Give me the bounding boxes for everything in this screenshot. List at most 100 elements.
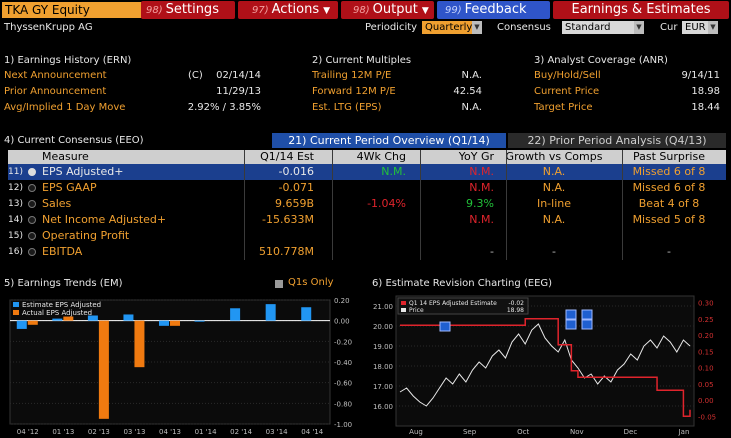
legend-swatch [401,308,406,312]
chevron-down-icon[interactable]: ▼ [472,21,482,34]
event-marker-icon[interactable] [565,309,577,320]
estimate-bar[interactable] [52,318,63,321]
legend-swatch [13,302,19,307]
measure-cell: Operating Profit [42,229,130,242]
y-tick-label: 0.20 [334,297,350,305]
chevron-down-icon: ▼ [421,6,429,16]
q1s-only-checkbox[interactable] [275,280,283,288]
legend-value: -0.02 [508,300,524,307]
actions-button[interactable]: 97) Actions ▼ [238,1,338,19]
estimate-bar[interactable] [87,315,98,321]
feedback-num: 99) [445,5,462,16]
left-tick-label: 18.00 [373,363,393,371]
table-row[interactable]: 11) EPS Adjusted+ -0.016 N.M. N.M. N.A. Missed… [8,164,726,180]
row-radio[interactable] [28,168,36,176]
yoy-cell: N.M. [469,181,494,194]
left-tick-label: 20.00 [373,323,393,331]
y-tick-label: -0.20 [334,338,352,346]
target-price-label: Target Price [534,102,593,113]
surprise-cell: Missed 5 of 8 [632,213,706,226]
output-label: Output [372,2,418,17]
current-consensus-title[interactable]: 4) Current Consensus (EEO) [4,135,144,146]
row-radio[interactable] [28,216,36,224]
consensus-label: Consensus [497,22,551,33]
earnings-trends-chart: 0.20 0.00 -0.20 -0.40 -0.60 -0.80 -1.00 04 '12 0… [9,297,352,436]
earnings-history-title[interactable]: 1) Earnings History (ERN) [4,55,132,66]
actual-bar[interactable] [63,316,74,321]
x-tick-label: 04 '12 [17,428,39,436]
settings-button[interactable]: 98) Settings [141,1,235,19]
table-row[interactable]: 14) Net Income Adjusted+ -15.633M N.M. N.A. M… [8,212,726,228]
event-marker-icon[interactable] [581,319,593,330]
table-row[interactable]: 16) EBITDA 510.778M - - - [8,244,726,260]
table-row[interactable]: 12) EPS GAAP -0.071 N.M. N.A. Missed 6 of 8 [8,180,726,196]
col-yoy-gr[interactable]: YoY Gr [458,150,494,163]
measure-cell: Sales [42,197,72,210]
table-row[interactable]: 15) Operating Profit [8,228,726,244]
q1s-only-label: Q1s Only [288,277,334,288]
analyst-coverage-title[interactable]: 3) Analyst Coverage (ANR) [534,55,668,66]
col-growth-vs-comps[interactable]: Growth vs Comps [505,150,603,163]
periodicity-select[interactable]: Quarterly [422,21,472,34]
estimate-bar[interactable] [194,320,205,322]
left-tick-label: 17.00 [373,383,393,391]
row-radio[interactable] [28,248,36,256]
forward-pe-value: 42.54 [453,86,482,97]
estimate-bar[interactable] [265,304,276,321]
output-num: 98) [353,5,370,16]
col-past-surprise[interactable]: Past Surprise [633,150,705,163]
row-radio[interactable] [28,232,36,240]
ticker-field[interactable]: TKA GY Equity [2,2,154,18]
estimate-bar[interactable] [159,320,169,326]
y-tick-label: -0.60 [334,380,352,388]
right-tick-label: 0.05 [698,381,714,389]
surprise-cell: Missed 6 of 8 [632,165,706,178]
actual-bar[interactable] [27,320,38,325]
chevron-down-icon: ▼ [323,6,331,16]
event-marker-icon[interactable] [439,321,451,332]
right-tick-label: -0.05 [698,413,716,421]
next-announcement-flag: (C) [188,70,203,81]
right-tick-label: 0.25 [698,316,714,324]
col-measure[interactable]: Measure [42,150,89,163]
actual-bar[interactable] [170,320,180,326]
col-4wk-chg[interactable]: 4Wk Chg [356,150,406,163]
actual-bar[interactable] [98,320,109,419]
y-tick-label: -0.80 [334,400,352,408]
forward-pe-label: Forward 12M P/E [312,86,396,97]
estimate-revision-chart: 21.00 20.00 19.00 18.00 17.00 16.00 0.30 0.25 0.… [373,295,716,436]
tab-prior-period[interactable]: 22) Prior Period Analysis (Q4/13) [508,133,726,148]
table-row[interactable]: 13) Sales 9.659B -1.04% 9.3% In-line Beat 4 of… [8,196,726,212]
output-button[interactable]: 98) Output ▼ [341,1,434,19]
row-radio[interactable] [28,200,36,208]
estimate-bar[interactable] [230,308,241,321]
actual-bar[interactable] [134,320,145,368]
estimate-revision-title[interactable]: 6) Estimate Revision Charting (EEG) [372,278,553,289]
event-marker-icon[interactable] [581,309,593,320]
yoy-cell: 9.3% [466,197,494,210]
event-marker-icon[interactable] [565,319,577,330]
surprise-cell: Beat 4 of 8 [638,197,700,210]
currency-select[interactable]: EUR [682,21,708,34]
earnings-trends-title[interactable]: 5) Earnings Trends (EM) [4,278,123,289]
chevron-down-icon[interactable]: ▼ [708,21,718,34]
chg-cell: N.M. [381,165,406,178]
feedback-button[interactable]: 99) Feedback [437,1,550,19]
col-est[interactable]: Q1/14 Est [260,150,314,163]
estimate-bar[interactable] [16,320,27,329]
row-radio[interactable] [28,184,36,192]
chevron-down-icon[interactable]: ▼ [634,21,644,34]
tab-current-period[interactable]: 21) Current Period Overview (Q1/14) [272,133,506,148]
x-tick-label: Oct [517,428,529,436]
x-tick-label: 04 '14 [301,428,324,436]
y-tick-label: -0.40 [334,359,352,367]
consensus-select[interactable]: Standard [562,21,634,34]
next-announcement-value: 02/14/14 [216,70,261,81]
row-index: 15) [8,231,23,241]
measure-cell: EPS GAAP [42,181,97,194]
estimate-bar[interactable] [301,307,312,321]
row-index: 16) [8,247,23,257]
prior-announcement-value: 11/29/13 [216,86,261,97]
estimate-bar[interactable] [123,314,134,321]
current-multiples-title: 2) Current Multiples [312,55,412,66]
